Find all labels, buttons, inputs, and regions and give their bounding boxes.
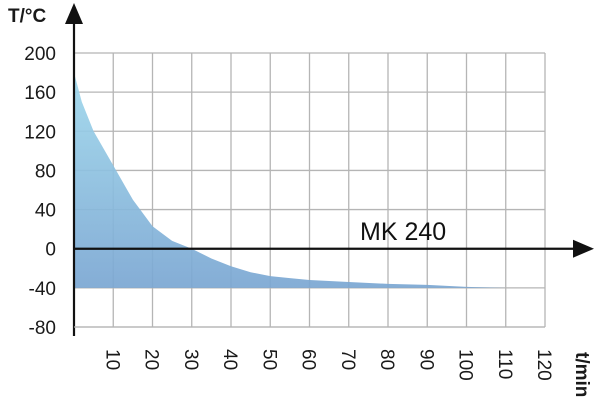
x-tick-label: 80 (376, 349, 397, 370)
y-axis-arrow (65, 3, 83, 24)
y-tick-label: -80 (29, 318, 56, 339)
x-tick-label: 10 (101, 349, 122, 370)
y-tick-labels: 200 160 120 80 40 0 -40 -80 (24, 44, 56, 339)
y-tick-label: 0 (45, 240, 56, 261)
x-tick-label: 60 (298, 349, 319, 370)
x-tick-label: 70 (337, 349, 358, 370)
y-axis-title: T/°C (8, 6, 46, 27)
model-annotation: MK 240 (360, 218, 446, 246)
temperature-area (74, 72, 506, 288)
x-axis-arrow (573, 239, 594, 258)
x-tick-label: 30 (180, 349, 201, 370)
x-tick-label: 100 (455, 349, 476, 381)
x-tick-label: 20 (141, 349, 162, 370)
x-tick-label: 120 (533, 349, 554, 381)
y-tick-label: 200 (24, 44, 56, 65)
y-tick-label: 120 (24, 122, 56, 143)
x-axis-title: t/min (571, 352, 592, 397)
x-tick-label: 110 (494, 349, 515, 379)
y-tick-label: 160 (24, 83, 56, 104)
x-tick-labels: 10 20 30 40 50 60 70 80 90 100 110 120 (101, 349, 554, 381)
x-tick-label: 50 (258, 349, 279, 370)
y-tick-label: 80 (35, 161, 56, 182)
y-tick-label: 40 (35, 201, 56, 222)
y-tick-label: -40 (29, 279, 56, 300)
axes (65, 3, 594, 336)
x-tick-label: 90 (415, 349, 436, 370)
x-tick-label: 40 (219, 349, 240, 370)
